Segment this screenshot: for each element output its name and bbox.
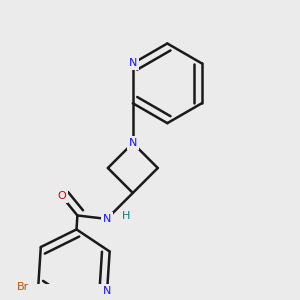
Text: O: O [57, 191, 66, 201]
Text: Br: Br [17, 282, 30, 292]
Text: N: N [103, 214, 111, 224]
Text: N: N [129, 138, 137, 148]
Text: N: N [129, 58, 137, 68]
Text: H: H [122, 211, 130, 221]
Text: N: N [103, 286, 111, 296]
